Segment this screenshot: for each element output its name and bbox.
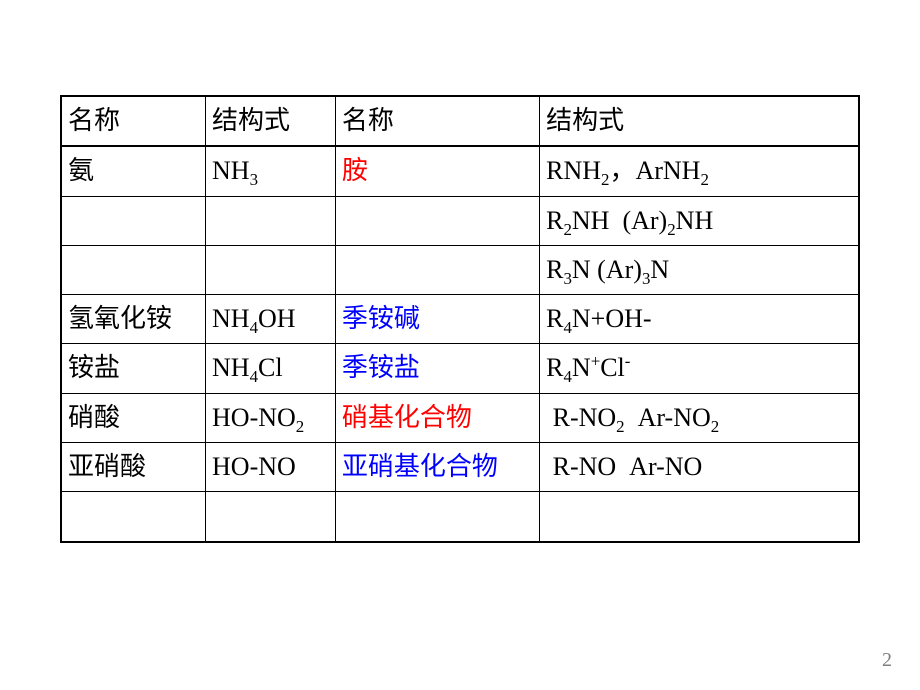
cell-formula-1 [206, 245, 336, 294]
cell-name-2 [335, 245, 539, 294]
cell-name-1: 硝酸 [61, 393, 206, 442]
cell-formula-1 [206, 196, 336, 245]
cell-name-1 [61, 492, 206, 542]
cell-formula-2: R4N+Cl- [540, 344, 859, 393]
chemistry-table: 名称 结构式 名称 结构式 氨NH3胺RNH2，ArNH2 R2NH (Ar)2… [60, 95, 860, 543]
cell-name-1: 氨 [61, 146, 206, 196]
cell-formula-2: R-NO Ar-NO [540, 443, 859, 492]
page-number: 2 [882, 649, 892, 672]
table-row: 铵盐NH4Cl季铵盐R4N+Cl- [61, 344, 859, 393]
cell-formula-2: R-NO2 Ar-NO2 [540, 393, 859, 442]
cell-formula-1: NH4OH [206, 295, 336, 344]
cell-formula-2 [540, 492, 859, 542]
cell-formula-2: RNH2，ArNH2 [540, 146, 859, 196]
cell-formula-1: HO-NO [206, 443, 336, 492]
table-row: 氢氧化铵NH4OH季铵碱R4N+OH- [61, 295, 859, 344]
table-row: R2NH (Ar)2NH [61, 196, 859, 245]
cell-formula-2: R3N (Ar)3N [540, 245, 859, 294]
table: 名称 结构式 名称 结构式 氨NH3胺RNH2，ArNH2 R2NH (Ar)2… [60, 95, 860, 543]
cell-name-2: 季铵盐 [335, 344, 539, 393]
cell-name-1 [61, 245, 206, 294]
cell-formula-1: HO-NO2 [206, 393, 336, 442]
col-header-1: 名称 [61, 96, 206, 146]
cell-name-2: 胺 [335, 146, 539, 196]
cell-name-1 [61, 196, 206, 245]
table-row: 硝酸HO-NO2硝基化合物 R-NO2 Ar-NO2 [61, 393, 859, 442]
col-header-4: 结构式 [540, 96, 859, 146]
cell-formula-1: NH3 [206, 146, 336, 196]
cell-name-2 [335, 492, 539, 542]
col-header-2: 结构式 [206, 96, 336, 146]
table-row [61, 492, 859, 542]
table-row: R3N (Ar)3N [61, 245, 859, 294]
cell-formula-2: R2NH (Ar)2NH [540, 196, 859, 245]
col-header-3: 名称 [335, 96, 539, 146]
table-header-row: 名称 结构式 名称 结构式 [61, 96, 859, 146]
cell-name-2: 亚硝基化合物 [335, 443, 539, 492]
cell-name-1: 氢氧化铵 [61, 295, 206, 344]
cell-name-2 [335, 196, 539, 245]
cell-name-1: 亚硝酸 [61, 443, 206, 492]
cell-formula-1 [206, 492, 336, 542]
table-row: 亚硝酸HO-NO亚硝基化合物 R-NO Ar-NO [61, 443, 859, 492]
table-row: 氨NH3胺RNH2，ArNH2 [61, 146, 859, 196]
cell-name-1: 铵盐 [61, 344, 206, 393]
cell-formula-2: R4N+OH- [540, 295, 859, 344]
cell-name-2: 季铵碱 [335, 295, 539, 344]
cell-name-2: 硝基化合物 [335, 393, 539, 442]
cell-formula-1: NH4Cl [206, 344, 336, 393]
